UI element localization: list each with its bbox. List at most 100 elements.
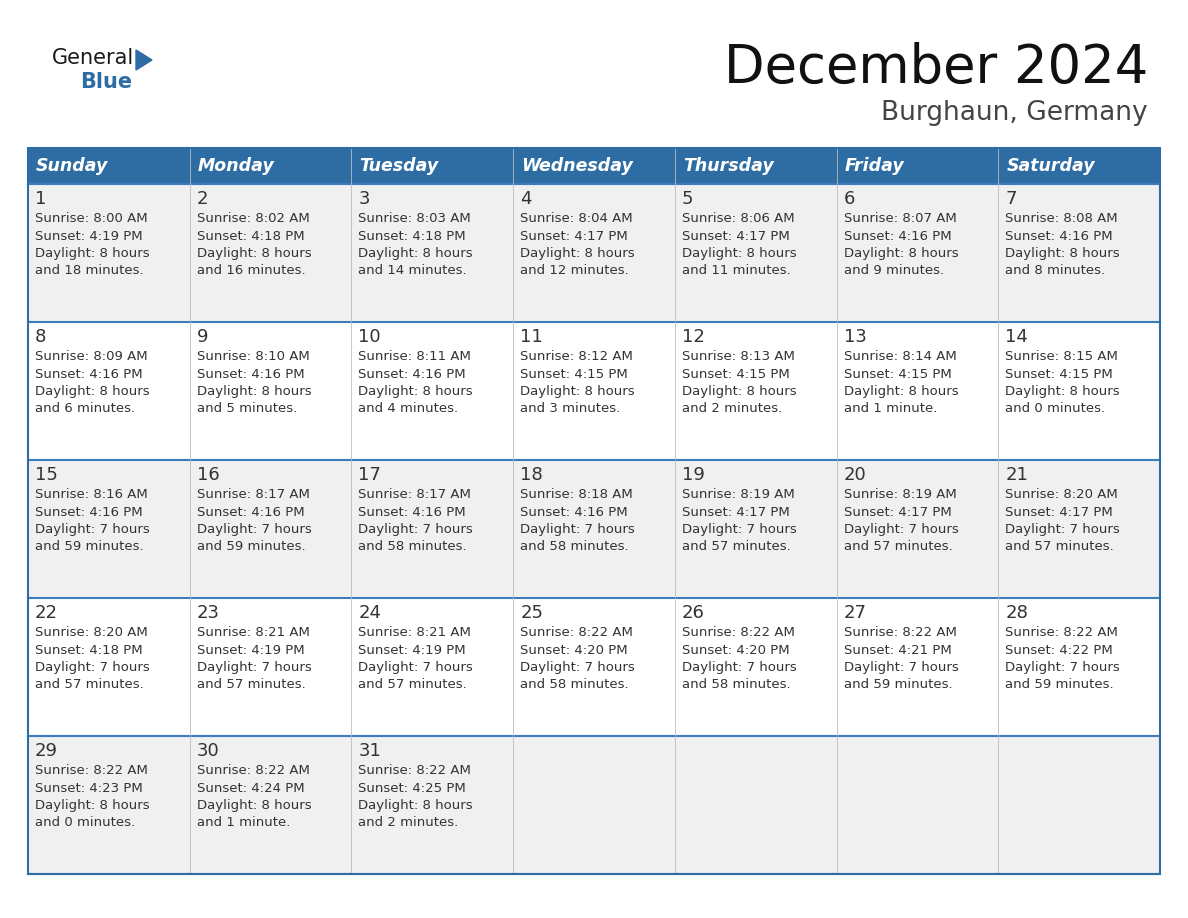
Text: General: General (52, 48, 134, 68)
Text: and 58 minutes.: and 58 minutes. (520, 678, 628, 691)
Text: 25: 25 (520, 604, 543, 622)
Text: 23: 23 (197, 604, 220, 622)
Text: Sunset: 4:15 PM: Sunset: 4:15 PM (1005, 367, 1113, 380)
Text: Daylight: 8 hours: Daylight: 8 hours (682, 247, 796, 260)
Text: 15: 15 (34, 466, 58, 484)
Text: Daylight: 7 hours: Daylight: 7 hours (843, 661, 959, 674)
Text: and 18 minutes.: and 18 minutes. (34, 264, 144, 277)
Text: and 5 minutes.: and 5 minutes. (197, 402, 297, 416)
Bar (998, 598, 1159, 736)
Text: 21: 21 (1005, 466, 1028, 484)
Text: 22: 22 (34, 604, 58, 622)
Text: Sunrise: 8:18 AM: Sunrise: 8:18 AM (520, 488, 633, 501)
Text: and 2 minutes.: and 2 minutes. (359, 816, 459, 830)
Bar (675, 148, 836, 184)
Text: and 9 minutes.: and 9 minutes. (843, 264, 943, 277)
Text: and 59 minutes.: and 59 minutes. (843, 678, 953, 691)
Bar (190, 184, 352, 322)
Text: Sunset: 4:15 PM: Sunset: 4:15 PM (843, 367, 952, 380)
Bar (352, 460, 513, 598)
Text: Sunrise: 8:22 AM: Sunrise: 8:22 AM (34, 764, 147, 777)
Bar (190, 148, 352, 184)
Text: 1: 1 (34, 190, 46, 208)
Bar (513, 322, 675, 460)
Text: Sunset: 4:19 PM: Sunset: 4:19 PM (359, 644, 466, 656)
Text: Sunset: 4:23 PM: Sunset: 4:23 PM (34, 781, 143, 794)
Text: Sunrise: 8:21 AM: Sunrise: 8:21 AM (359, 626, 472, 639)
Text: Daylight: 8 hours: Daylight: 8 hours (197, 385, 311, 398)
Bar (998, 736, 1159, 874)
Bar (675, 184, 836, 322)
Bar (836, 322, 998, 460)
Text: 10: 10 (359, 328, 381, 346)
Text: Sunrise: 8:13 AM: Sunrise: 8:13 AM (682, 350, 795, 363)
Bar (675, 598, 836, 736)
Text: Sunset: 4:20 PM: Sunset: 4:20 PM (682, 644, 790, 656)
Text: 6: 6 (843, 190, 855, 208)
Bar (675, 460, 836, 598)
Text: and 12 minutes.: and 12 minutes. (520, 264, 628, 277)
Text: Daylight: 7 hours: Daylight: 7 hours (682, 523, 797, 536)
Text: Sunset: 4:16 PM: Sunset: 4:16 PM (520, 506, 627, 519)
Text: Sunset: 4:16 PM: Sunset: 4:16 PM (34, 506, 143, 519)
Text: Sunday: Sunday (36, 157, 108, 175)
Text: Thursday: Thursday (683, 157, 773, 175)
Text: and 14 minutes.: and 14 minutes. (359, 264, 467, 277)
Bar (352, 322, 513, 460)
Text: and 57 minutes.: and 57 minutes. (1005, 541, 1114, 554)
Text: Daylight: 8 hours: Daylight: 8 hours (359, 247, 473, 260)
Text: 18: 18 (520, 466, 543, 484)
Text: Sunset: 4:16 PM: Sunset: 4:16 PM (359, 367, 466, 380)
Text: Sunset: 4:16 PM: Sunset: 4:16 PM (34, 367, 143, 380)
Text: 13: 13 (843, 328, 866, 346)
Text: 16: 16 (197, 466, 220, 484)
Text: 2: 2 (197, 190, 208, 208)
Text: 3: 3 (359, 190, 369, 208)
Text: Daylight: 8 hours: Daylight: 8 hours (520, 385, 634, 398)
Text: and 0 minutes.: and 0 minutes. (34, 816, 135, 830)
Text: Sunrise: 8:19 AM: Sunrise: 8:19 AM (843, 488, 956, 501)
Text: Daylight: 8 hours: Daylight: 8 hours (843, 385, 959, 398)
Text: and 0 minutes.: and 0 minutes. (1005, 402, 1105, 416)
Bar (513, 460, 675, 598)
Bar (352, 148, 513, 184)
Text: and 2 minutes.: and 2 minutes. (682, 402, 782, 416)
Bar (998, 460, 1159, 598)
Text: and 58 minutes.: and 58 minutes. (682, 678, 790, 691)
Bar (513, 148, 675, 184)
Text: Sunrise: 8:16 AM: Sunrise: 8:16 AM (34, 488, 147, 501)
Bar (29, 736, 190, 874)
Bar (29, 322, 190, 460)
Text: Daylight: 7 hours: Daylight: 7 hours (197, 523, 311, 536)
Bar (352, 736, 513, 874)
Text: Daylight: 7 hours: Daylight: 7 hours (34, 661, 150, 674)
Text: Sunrise: 8:06 AM: Sunrise: 8:06 AM (682, 212, 795, 225)
Text: 30: 30 (197, 742, 220, 760)
Text: Sunrise: 8:12 AM: Sunrise: 8:12 AM (520, 350, 633, 363)
Bar (998, 148, 1159, 184)
Bar (29, 148, 190, 184)
Text: 9: 9 (197, 328, 208, 346)
Text: Daylight: 7 hours: Daylight: 7 hours (1005, 661, 1120, 674)
Text: Sunset: 4:20 PM: Sunset: 4:20 PM (520, 644, 627, 656)
Text: 20: 20 (843, 466, 866, 484)
Bar (836, 598, 998, 736)
Text: Daylight: 7 hours: Daylight: 7 hours (359, 523, 473, 536)
Text: Daylight: 8 hours: Daylight: 8 hours (197, 799, 311, 812)
Text: Daylight: 8 hours: Daylight: 8 hours (843, 247, 959, 260)
Text: Sunset: 4:24 PM: Sunset: 4:24 PM (197, 781, 304, 794)
Bar (29, 460, 190, 598)
Text: Daylight: 8 hours: Daylight: 8 hours (359, 799, 473, 812)
Text: Sunset: 4:17 PM: Sunset: 4:17 PM (1005, 506, 1113, 519)
Text: Sunrise: 8:19 AM: Sunrise: 8:19 AM (682, 488, 795, 501)
Text: Daylight: 8 hours: Daylight: 8 hours (1005, 385, 1120, 398)
Text: and 57 minutes.: and 57 minutes. (359, 678, 467, 691)
Text: and 8 minutes.: and 8 minutes. (1005, 264, 1105, 277)
Text: Daylight: 7 hours: Daylight: 7 hours (1005, 523, 1120, 536)
Text: Sunrise: 8:02 AM: Sunrise: 8:02 AM (197, 212, 309, 225)
Text: 28: 28 (1005, 604, 1028, 622)
Text: 17: 17 (359, 466, 381, 484)
Text: Sunset: 4:17 PM: Sunset: 4:17 PM (682, 230, 790, 242)
Text: Sunrise: 8:09 AM: Sunrise: 8:09 AM (34, 350, 147, 363)
Text: and 59 minutes.: and 59 minutes. (1005, 678, 1114, 691)
